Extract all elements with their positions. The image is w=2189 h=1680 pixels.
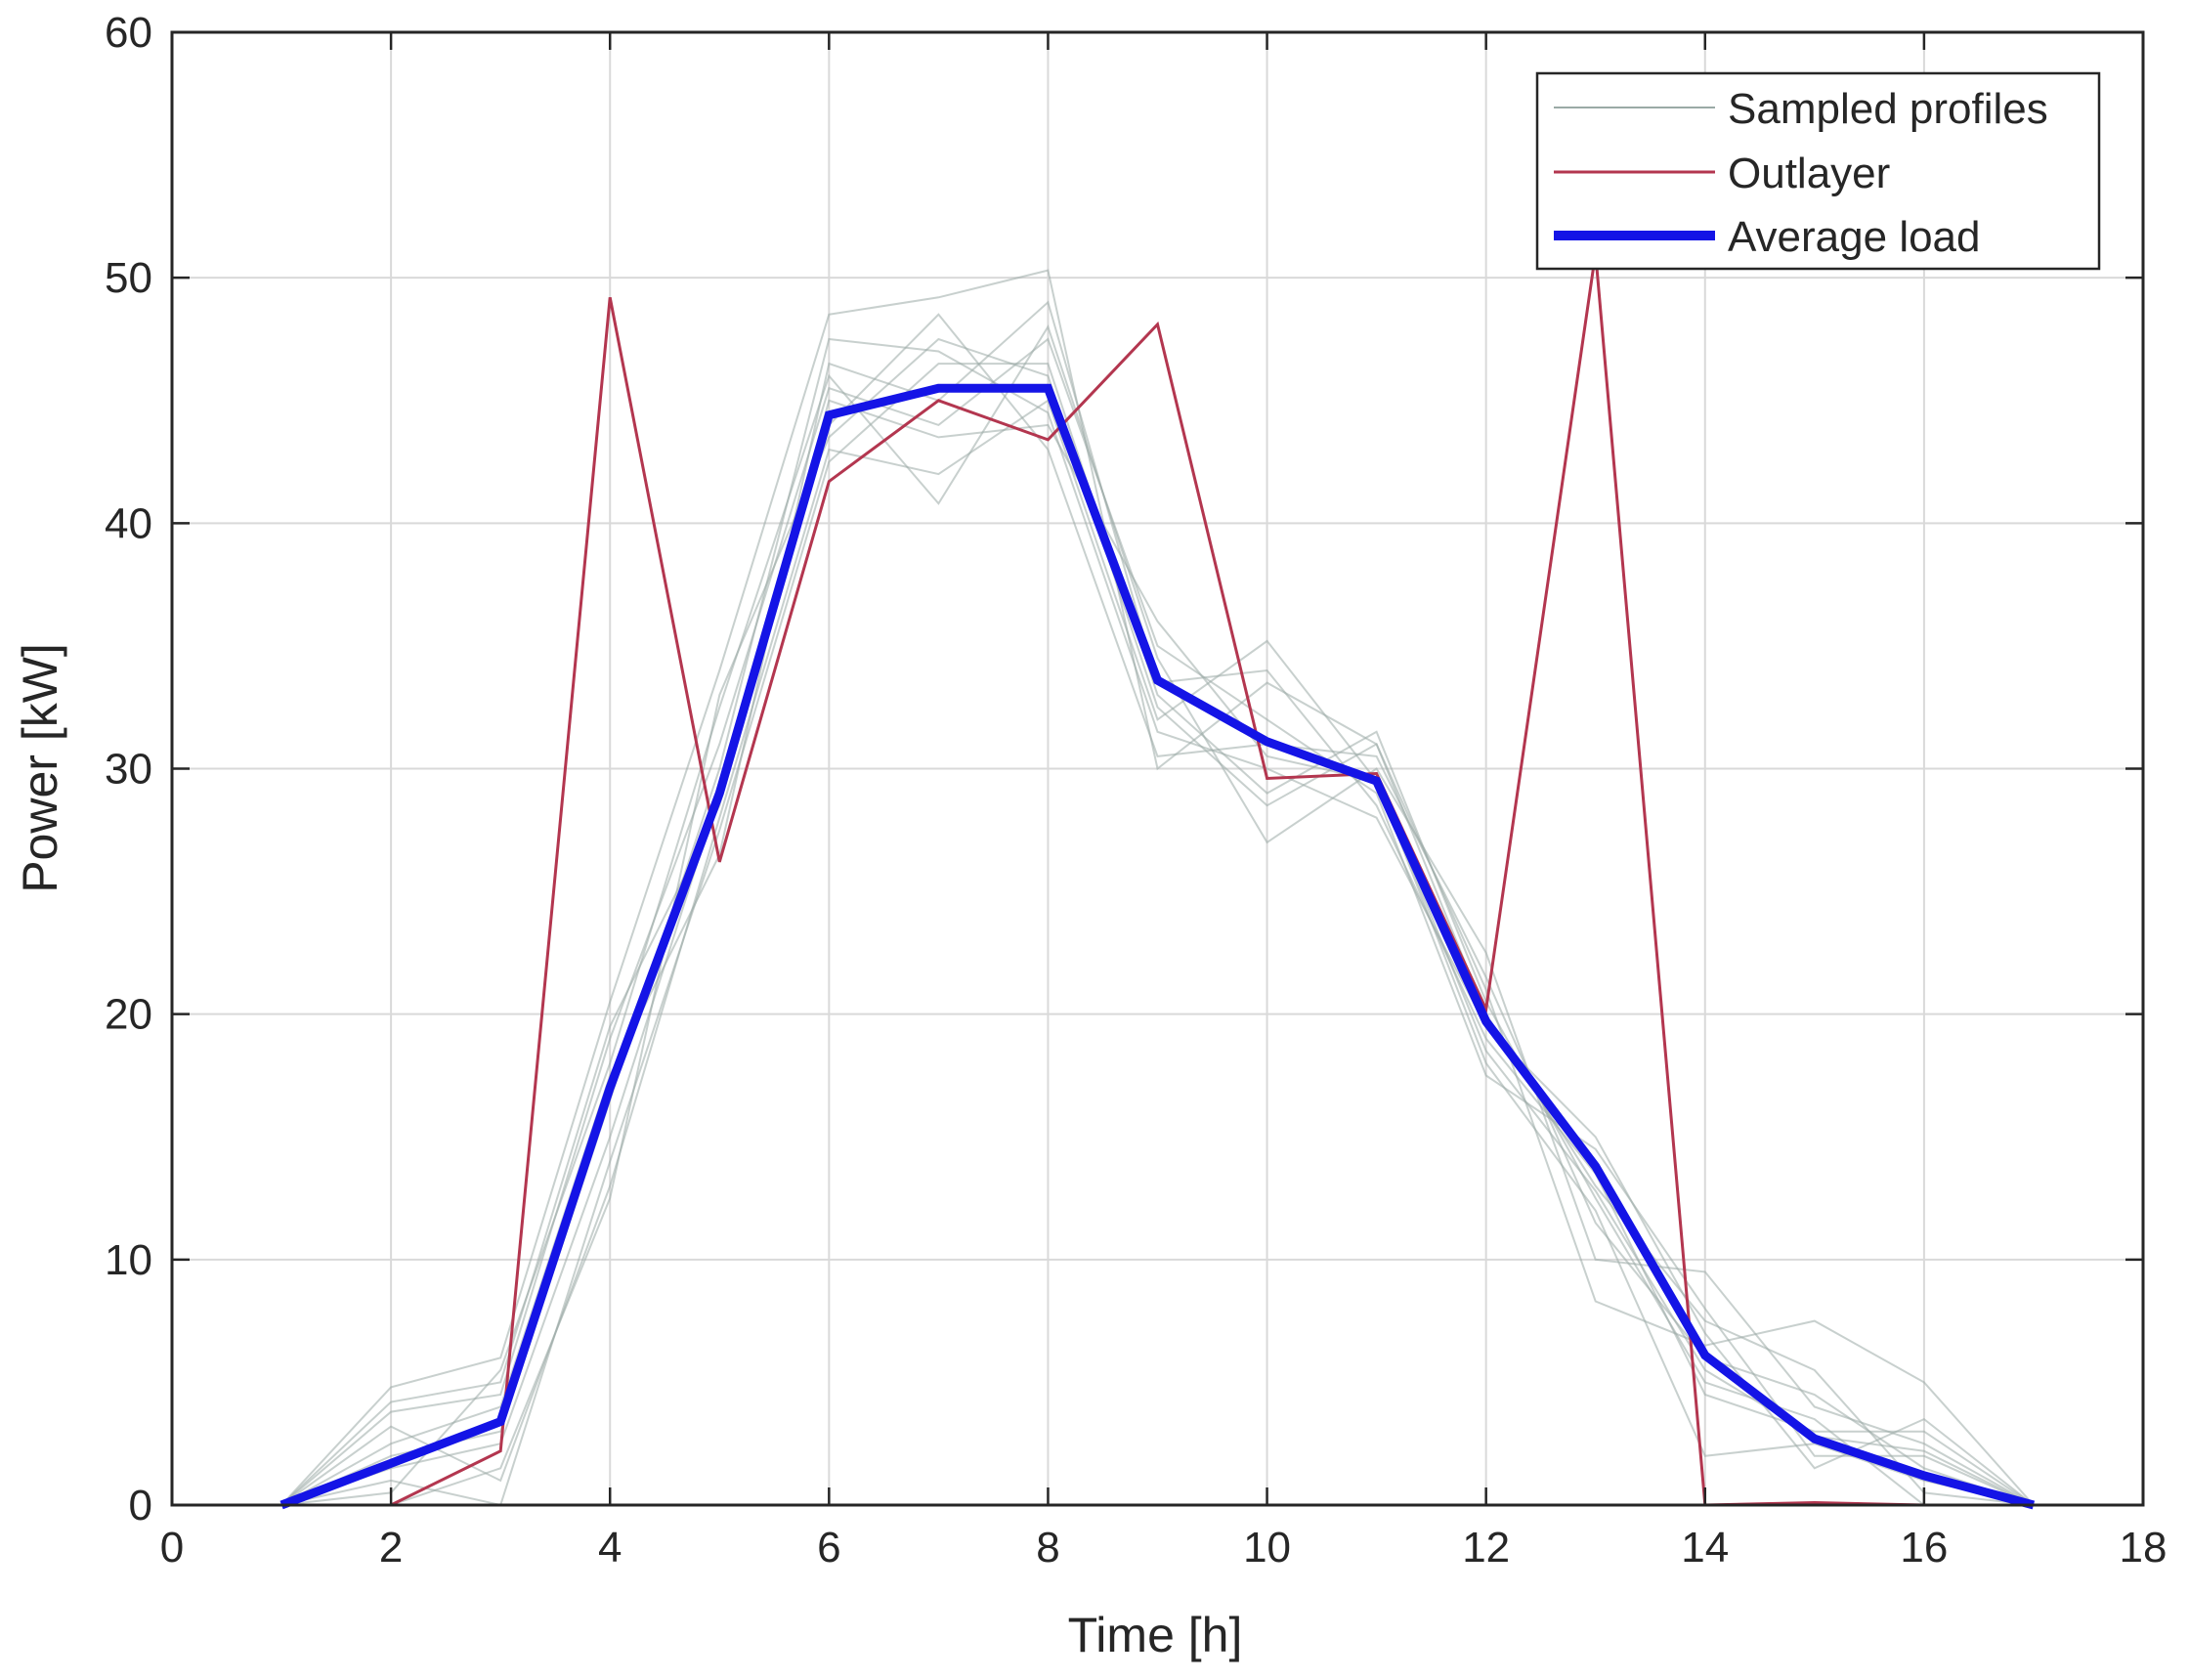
outlayer-line	[281, 252, 2034, 1507]
x-tick-label: 2	[379, 1524, 403, 1572]
sampled-profile-line	[280, 399, 2035, 1506]
x-tick-label: 0	[160, 1524, 184, 1572]
legend-label-outlayer: Outlayer	[1728, 150, 1890, 197]
x-tick-label: 18	[2120, 1524, 2168, 1572]
series-lines	[279, 252, 2036, 1510]
y-tick-label: 20	[105, 991, 152, 1039]
sampled-profile-line	[280, 399, 2035, 1506]
sampled-profile-line	[280, 337, 2035, 1506]
sampled-profile-line	[281, 337, 2035, 1506]
x-tick-label: 16	[1900, 1524, 1948, 1572]
sampled-profile-line	[280, 324, 2035, 1506]
y-tick-label: 30	[105, 746, 152, 794]
legend-label-sampled-profiles: Sampled profiles	[1728, 85, 2048, 133]
legend: Sampled profiles Outlayer Average load	[1535, 71, 2101, 271]
x-tick-label: 14	[1681, 1524, 1729, 1572]
axis-ticks: 0 2 4 6 8 10 12 14 16 18 0 10 20 30 40 50 60	[105, 9, 2167, 1572]
x-tick-label: 12	[1462, 1524, 1510, 1572]
x-tick-label: 4	[598, 1524, 622, 1572]
sampled-profile-line	[280, 313, 2035, 1506]
x-tick-label: 6	[817, 1524, 840, 1572]
x-tick-label: 10	[1243, 1524, 1291, 1572]
y-tick-label: 10	[105, 1236, 152, 1284]
sampled-profile-line	[280, 300, 2035, 1506]
y-tick-label: 40	[105, 499, 152, 547]
sampled-profile-line	[280, 363, 2034, 1507]
y-tick-label: 60	[105, 9, 152, 57]
y-axis-label: Power [kW]	[13, 643, 67, 893]
x-axis-label: Time [h]	[1068, 1608, 1243, 1662]
legend-label-average-load: Average load	[1728, 213, 1981, 261]
x-tick-label: 8	[1036, 1524, 1059, 1572]
y-tick-label: 50	[105, 254, 152, 302]
average-load-line	[279, 383, 2036, 1510]
y-tick-label: 0	[129, 1482, 152, 1529]
